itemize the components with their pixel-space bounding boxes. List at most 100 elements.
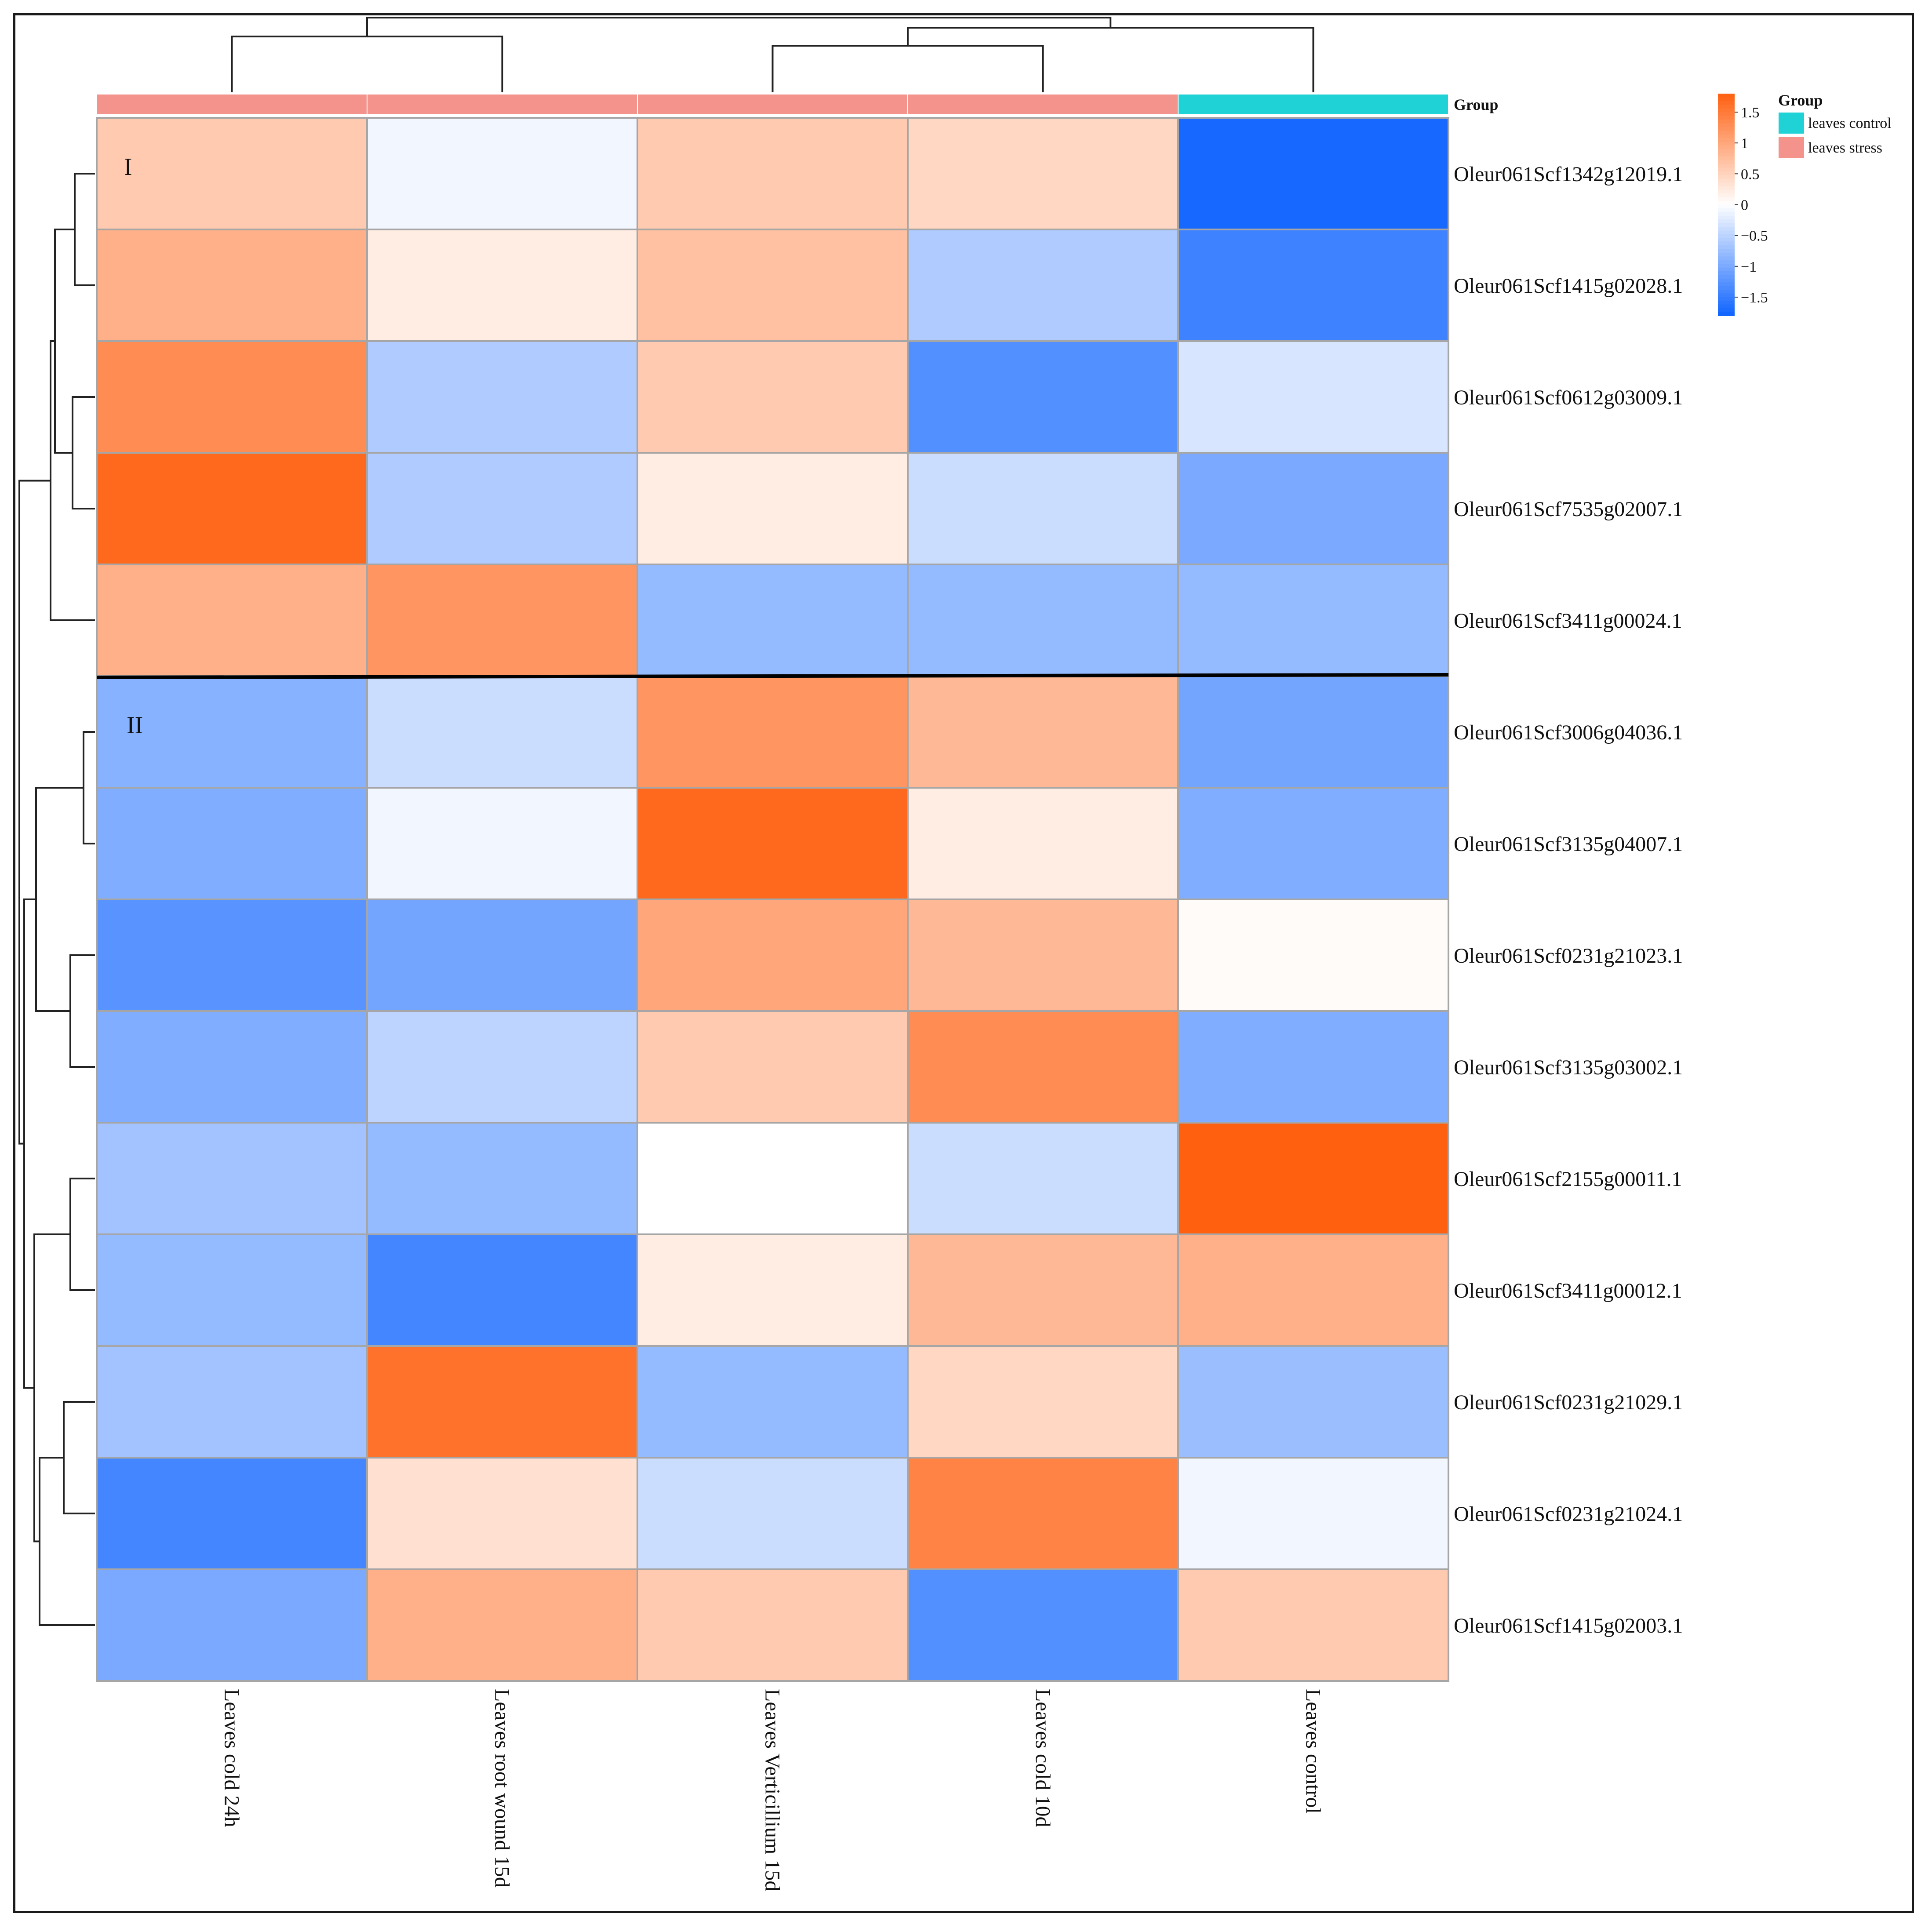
heatmap-cell bbox=[1177, 1345, 1449, 1459]
colorbar-tick-label: 1.5 bbox=[1741, 105, 1760, 121]
heatmap-cell bbox=[96, 340, 368, 454]
column-labels: Leaves cold 24h Leaves root wound 15d Leav… bbox=[220, 1689, 1325, 1891]
dendrogram-branch bbox=[63, 1401, 95, 1514]
colorbar-segment bbox=[1718, 101, 1735, 105]
colorbar-segment bbox=[1718, 312, 1735, 316]
colorbar-legend: 1.5 1 0.5 0 −0.5 −1 −1.5 bbox=[1718, 94, 1768, 316]
heatmap-cell bbox=[1177, 1233, 1449, 1347]
heatmap-cell bbox=[366, 1457, 638, 1570]
colorbar-segment bbox=[1718, 189, 1735, 194]
colorbar-segment bbox=[1718, 164, 1735, 168]
heatmap-cell bbox=[907, 899, 1179, 1012]
heatmap-cell bbox=[96, 564, 368, 677]
dendrogram-branch bbox=[18, 480, 51, 1145]
heatmap-cell bbox=[366, 564, 638, 677]
colorbar-segment bbox=[1718, 282, 1735, 287]
heatmap-cell bbox=[637, 564, 909, 677]
row-label: Oleur061Scf3411g00024.1 bbox=[1454, 609, 1682, 633]
heatmap-cell bbox=[907, 1568, 1179, 1682]
heatmap-cell bbox=[637, 1122, 909, 1235]
legend-swatch bbox=[1778, 136, 1805, 159]
heatmap-cell bbox=[1177, 1457, 1449, 1570]
colorbar-segment bbox=[1718, 238, 1735, 242]
heatmap-cell bbox=[1177, 675, 1449, 789]
heatmap-cell bbox=[637, 1568, 909, 1682]
colorbar-segment bbox=[1718, 245, 1735, 250]
group-bar-segment bbox=[907, 94, 1179, 115]
heatmap-cell bbox=[1177, 1122, 1449, 1235]
group-bar-segment bbox=[367, 94, 638, 115]
heatmap-cell bbox=[366, 1568, 638, 1682]
heatmap-cell bbox=[96, 117, 368, 230]
heatmap-cell bbox=[96, 452, 368, 565]
heatmap-cell bbox=[366, 452, 638, 565]
heatmap-cell bbox=[1177, 787, 1449, 900]
row-dendrogram bbox=[18, 173, 95, 1626]
colorbar-segment bbox=[1718, 193, 1735, 198]
colorbar-segment bbox=[1718, 171, 1735, 176]
colorbar-segment bbox=[1718, 97, 1735, 102]
dendrogram-branch bbox=[69, 954, 95, 1068]
dendrogram-branch bbox=[39, 1457, 95, 1626]
heatmap-cell bbox=[1177, 1010, 1449, 1124]
colorbar-segment bbox=[1718, 215, 1735, 220]
row-label: Oleur061Scf0231g21029.1 bbox=[1454, 1391, 1683, 1414]
column-label: Leaves cold 24h bbox=[220, 1689, 244, 1827]
colorbar-segment bbox=[1718, 308, 1735, 313]
heatmap-cell bbox=[96, 1345, 368, 1459]
column-dendrogram bbox=[231, 17, 1314, 92]
row-label: Oleur061Scf3411g00012.1 bbox=[1454, 1279, 1682, 1302]
colorbar-segment bbox=[1718, 267, 1735, 272]
colorbar-segment bbox=[1718, 286, 1735, 291]
colorbar-segment bbox=[1718, 149, 1735, 153]
row-label: Oleur061Scf1342g12019.1 bbox=[1454, 163, 1683, 186]
heatmap-cell bbox=[366, 340, 638, 454]
heatmap-cell bbox=[907, 564, 1179, 677]
heatmap-cell bbox=[637, 117, 909, 230]
colorbar-segment bbox=[1718, 260, 1735, 265]
dendrogram-branch bbox=[83, 731, 95, 844]
row-label: Oleur061Scf3135g03002.1 bbox=[1454, 1056, 1683, 1079]
heatmap-cell bbox=[96, 1457, 368, 1570]
colorbar-segment bbox=[1718, 119, 1735, 124]
heatmap-cell bbox=[907, 1122, 1179, 1235]
colorbar-segment bbox=[1718, 178, 1735, 183]
cluster-divider bbox=[96, 673, 1449, 679]
heatmap-cell bbox=[96, 1122, 368, 1235]
heatmap-cell bbox=[1177, 452, 1449, 565]
group-bar-segment bbox=[96, 94, 367, 115]
heatmap-cell bbox=[366, 1345, 638, 1459]
colorbar-segment bbox=[1718, 297, 1735, 302]
heatmap-cell bbox=[637, 899, 909, 1012]
column-label: Leaves cold 10d bbox=[1031, 1689, 1055, 1827]
group-bar-segment bbox=[1178, 94, 1449, 115]
colorbar-tick-label: 1 bbox=[1741, 135, 1748, 152]
colorbar-segment bbox=[1718, 145, 1735, 150]
heatmap-cell bbox=[96, 787, 368, 900]
heatmap-cell bbox=[637, 1233, 909, 1347]
heatmap-cell bbox=[637, 340, 909, 454]
colorbar-segment bbox=[1718, 249, 1735, 253]
row-label: Oleur061Scf1415g02028.1 bbox=[1454, 274, 1683, 298]
heatmap-cell bbox=[366, 1233, 638, 1347]
colorbar-segment bbox=[1718, 186, 1735, 190]
colorbar-segment bbox=[1718, 134, 1735, 138]
heatmap-cell bbox=[907, 1457, 1179, 1570]
colorbar-segment bbox=[1718, 301, 1735, 305]
heatmap-cell bbox=[1177, 899, 1449, 1012]
colorbar-segment bbox=[1718, 175, 1735, 179]
colorbar-segment bbox=[1718, 278, 1735, 283]
heatmap-cell bbox=[637, 1010, 909, 1124]
heatmap-cell bbox=[637, 1457, 909, 1570]
heatmap-cell bbox=[366, 899, 638, 1012]
colorbar-segment bbox=[1718, 108, 1735, 113]
group-legend: Group leaves control leaves stress bbox=[1778, 91, 1892, 159]
heatmap-cell bbox=[907, 1010, 1179, 1124]
heatmap-cell bbox=[637, 787, 909, 900]
group-annotation-bar bbox=[96, 94, 1449, 115]
group-bar-segment bbox=[637, 94, 908, 115]
row-label: Oleur061Scf1415g02003.1 bbox=[1454, 1614, 1683, 1637]
column-label: Leaves root wound 15d bbox=[491, 1689, 514, 1888]
plot-frame bbox=[13, 13, 1914, 1913]
colorbar-segment bbox=[1718, 304, 1735, 309]
